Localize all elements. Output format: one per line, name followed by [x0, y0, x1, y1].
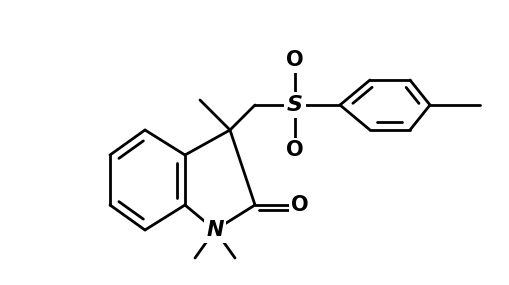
Text: N: N — [206, 220, 223, 240]
Text: O: O — [286, 140, 303, 160]
Text: S: S — [287, 95, 302, 115]
Text: O: O — [291, 195, 308, 215]
Text: O: O — [286, 50, 303, 70]
